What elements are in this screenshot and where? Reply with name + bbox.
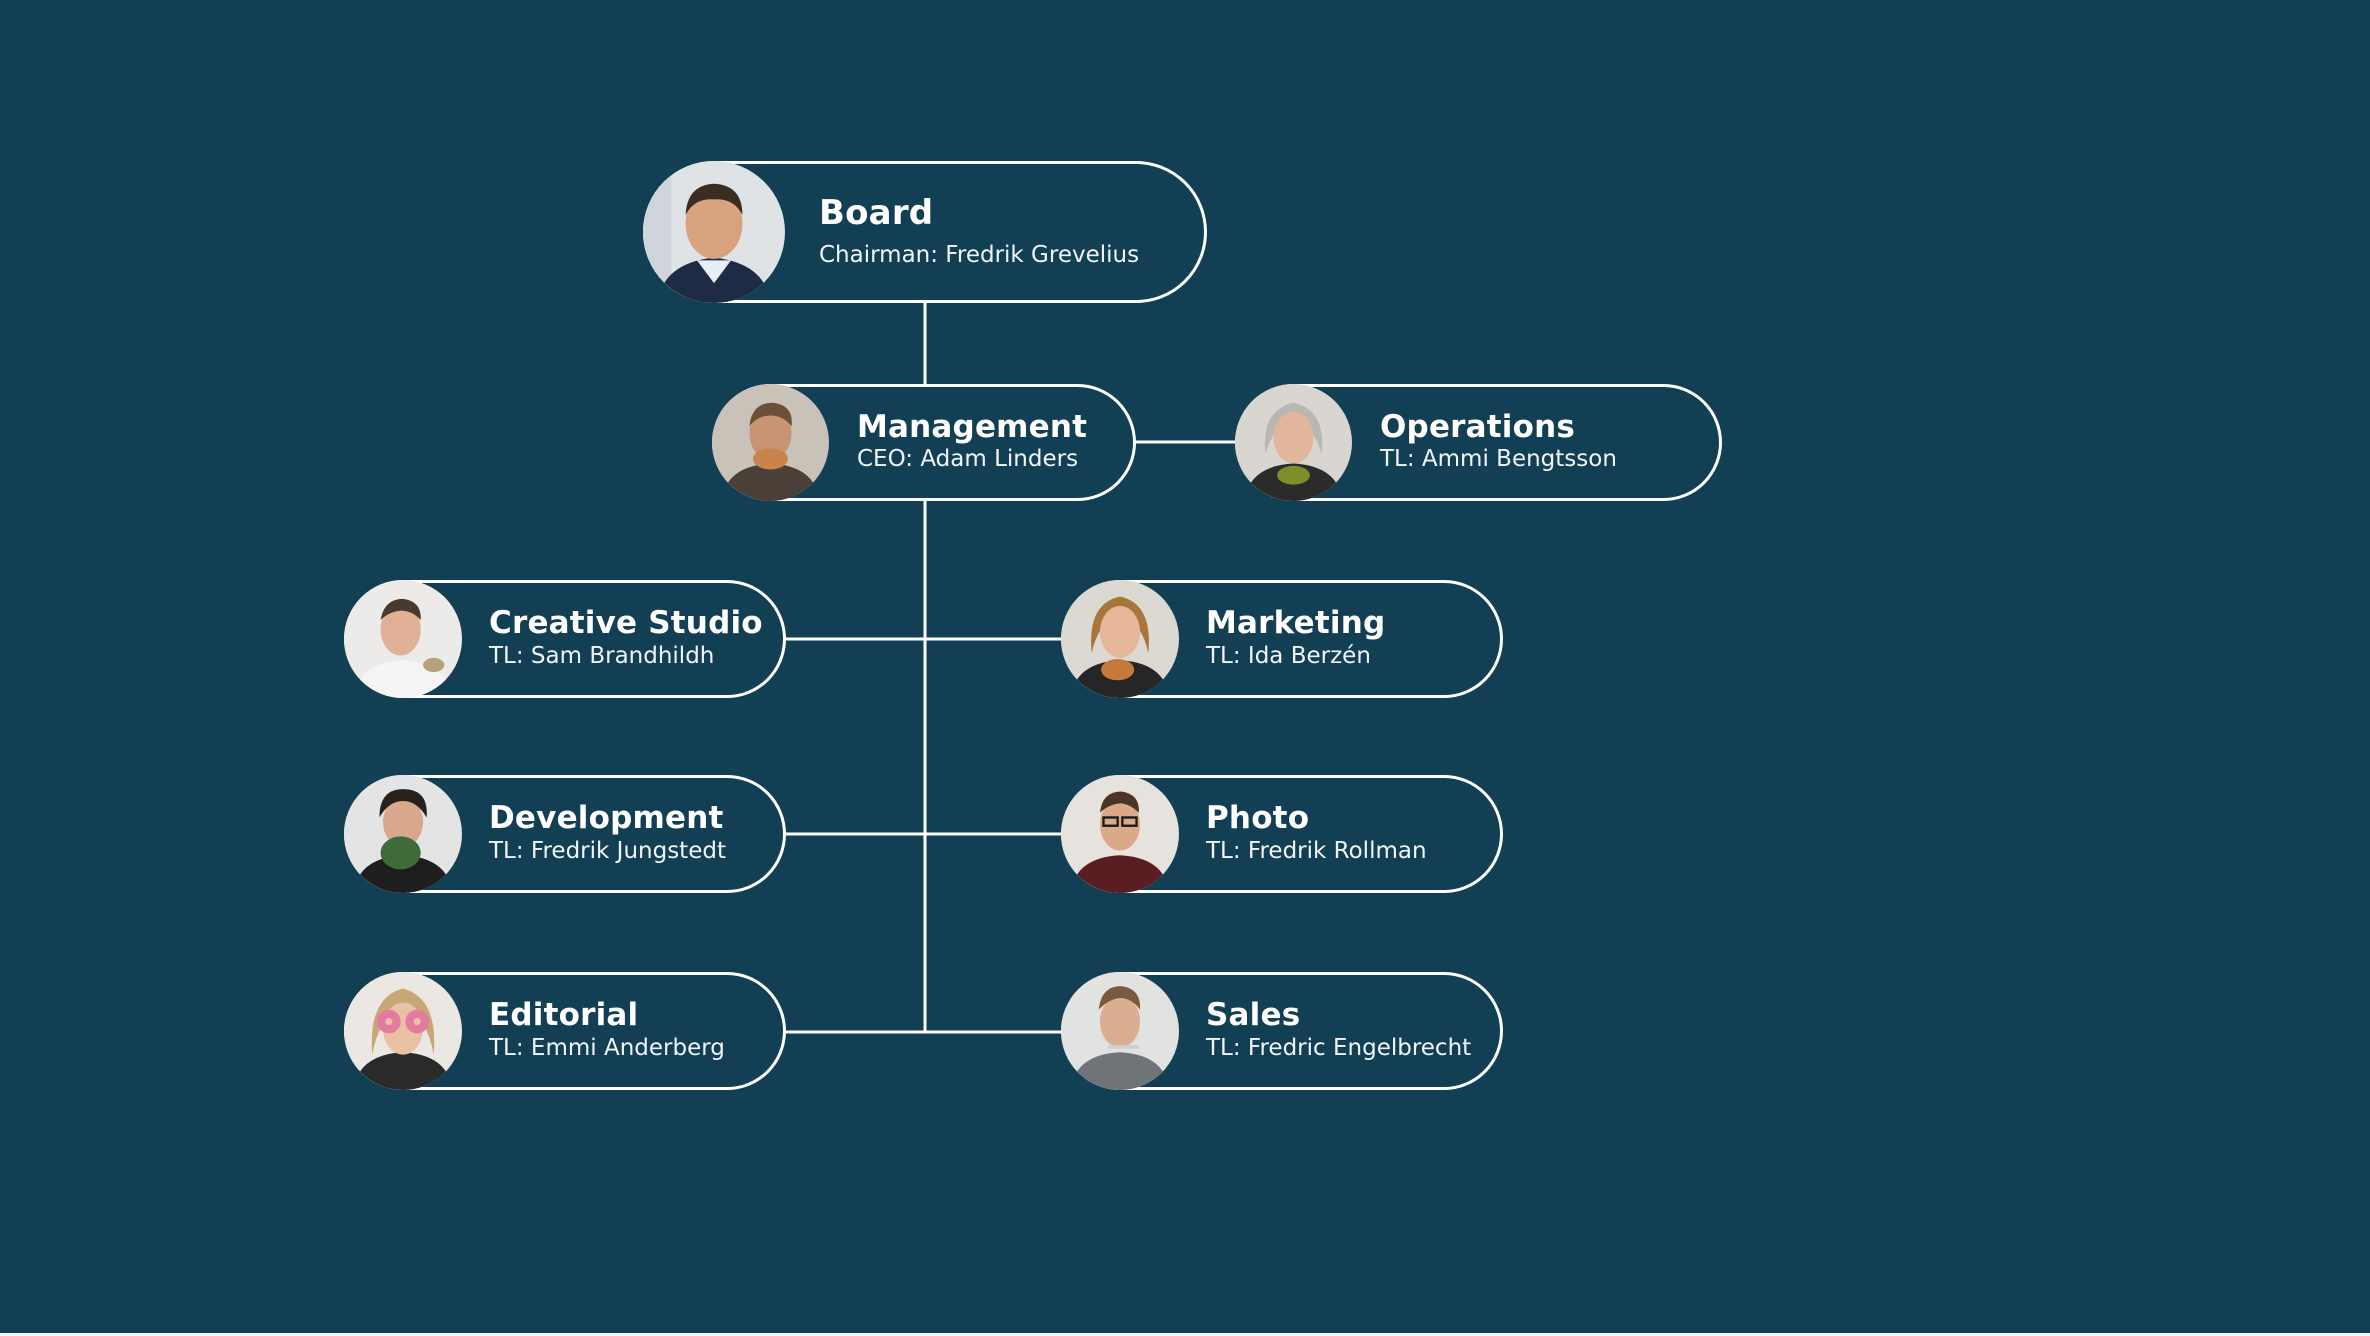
operations-portrait: [1235, 384, 1352, 501]
node-sales[interactable]: Sales TL: Fredric Engelbrecht: [1061, 972, 1503, 1090]
node-editorial-title: Editorial: [489, 997, 639, 1034]
person-portrait-icon: [1061, 775, 1179, 893]
person-portrait-icon: [344, 972, 462, 1090]
node-creative-studio[interactable]: Creative Studio TL: Sam Brandhildh: [344, 580, 786, 698]
management-portrait: [712, 384, 829, 501]
node-photo-title: Photo: [1206, 800, 1310, 837]
person-portrait-icon: [1061, 580, 1179, 698]
node-photo-subtitle: TL: Fredrik Rollman: [1206, 837, 1427, 864]
creative-studio-portrait: [344, 580, 462, 698]
bottom-divider: [0, 1333, 2370, 1336]
node-creative-studio-title: Creative Studio: [489, 605, 763, 642]
node-development-title: Development: [489, 800, 724, 837]
board-portrait: [643, 161, 785, 303]
editorial-portrait: [344, 972, 462, 1090]
node-management-title: Management: [857, 408, 1088, 445]
node-marketing[interactable]: Marketing TL: Ida Berzén: [1061, 580, 1503, 698]
node-management-subtitle: CEO: Adam Linders: [857, 446, 1079, 473]
marketing-portrait: [1061, 580, 1179, 698]
node-development[interactable]: Development TL: Fredrik Jungstedt: [344, 775, 786, 893]
node-marketing-title: Marketing: [1206, 605, 1386, 642]
node-board-title: Board: [819, 192, 934, 233]
node-board-subtitle: Chairman: Fredrik Grevelius: [819, 241, 1140, 268]
node-sales-title: Sales: [1206, 997, 1301, 1034]
node-creative-studio-subtitle: TL: Sam Brandhildh: [489, 642, 715, 669]
person-portrait-icon: [1061, 972, 1179, 1090]
development-portrait: [344, 775, 462, 893]
person-portrait-icon: [344, 580, 462, 698]
node-board[interactable]: Board Chairman: Fredrik Grevelius: [643, 161, 1207, 303]
node-photo[interactable]: Photo TL: Fredrik Rollman: [1061, 775, 1503, 893]
person-portrait-icon: [1235, 384, 1352, 501]
person-portrait-icon: [712, 384, 829, 501]
node-management[interactable]: Management CEO: Adam Linders: [712, 384, 1136, 501]
node-operations-title: Operations: [1380, 408, 1576, 445]
node-operations[interactable]: Operations TL: Ammi Bengtsson: [1235, 384, 1722, 501]
person-portrait-icon: [344, 775, 462, 893]
node-sales-subtitle: TL: Fredric Engelbrecht: [1206, 1034, 1472, 1061]
node-editorial[interactable]: Editorial TL: Emmi Anderberg: [344, 972, 786, 1090]
person-portrait-icon: [643, 161, 785, 303]
node-editorial-subtitle: TL: Emmi Anderberg: [489, 1034, 725, 1061]
node-marketing-subtitle: TL: Ida Berzén: [1206, 642, 1371, 669]
sales-portrait: [1061, 972, 1179, 1090]
node-development-subtitle: TL: Fredrik Jungstedt: [489, 837, 726, 864]
photo-portrait: [1061, 775, 1179, 893]
node-operations-subtitle: TL: Ammi Bengtsson: [1380, 446, 1617, 473]
